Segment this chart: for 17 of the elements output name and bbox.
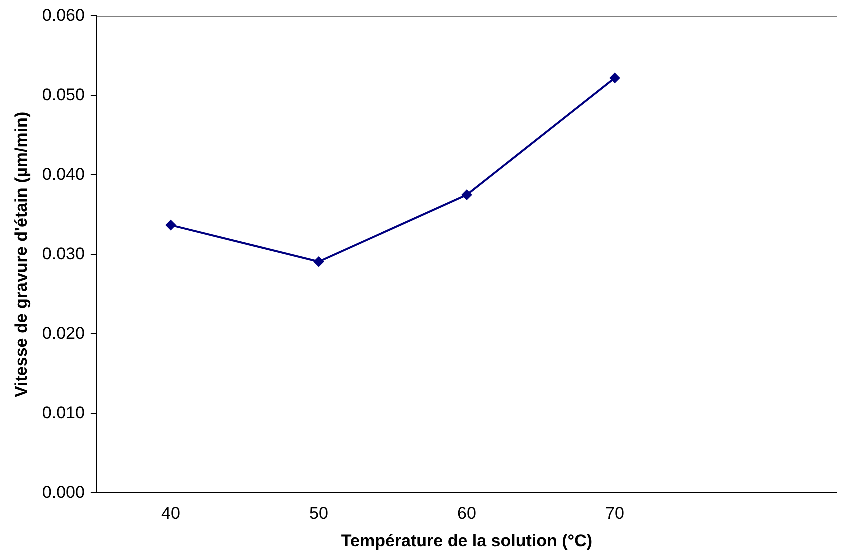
y-tick-label: 0.020 [42, 324, 85, 343]
point [166, 220, 176, 230]
y-tick-label: 0.050 [42, 85, 85, 104]
x-tick-label: 50 [310, 504, 328, 524]
y-tick-label: 0.000 [42, 482, 85, 502]
x-tick-label: 60 [458, 504, 476, 524]
y-tick-label: 0.040 [42, 164, 85, 184]
x-axis-title: Température de la solution (°C) [341, 531, 593, 550]
x-tick-label: 70 [606, 504, 624, 524]
y-tick-label: 0.010 [42, 403, 85, 422]
y-tick-label: 0.030 [42, 244, 85, 264]
y-tick-label: 0.060 [42, 6, 85, 25]
y-axis-title: Vitesse de gravure d'étain (µm/min) [12, 112, 31, 398]
x-tick-label: 40 [161, 504, 180, 524]
point [610, 73, 620, 84]
point [462, 190, 472, 200]
point [314, 256, 324, 267]
